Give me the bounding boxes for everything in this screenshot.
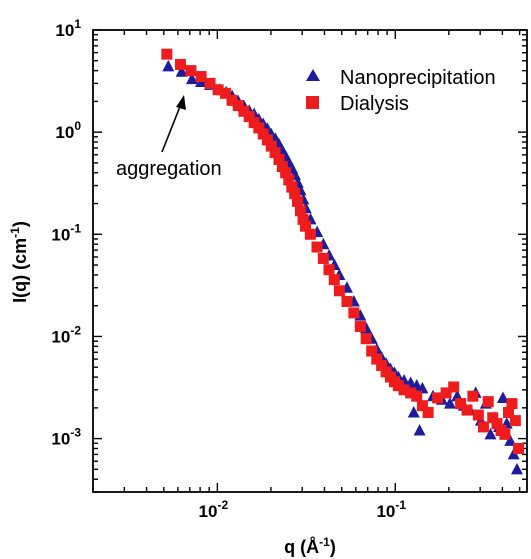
data-point-dialysis <box>243 111 255 123</box>
data-point-dialysis <box>392 380 404 392</box>
data-point-dialysis <box>195 71 207 83</box>
data-point-dialysis <box>269 147 281 159</box>
data-point-dialysis <box>204 77 216 89</box>
annotation-arrowhead <box>176 95 186 110</box>
data-point-nanoprecipitation <box>413 424 426 436</box>
y-tick-label: 10-2 <box>51 323 81 346</box>
data-point-dialysis <box>482 396 494 408</box>
data-point-dialysis <box>283 174 295 186</box>
x-axis-label: q (Å-1) <box>284 535 336 557</box>
data-point-dialysis <box>297 213 309 225</box>
legend-label-nanoprecipitation: Nanoprecipitation <box>340 67 496 89</box>
data-point-nanoprecipitation <box>496 391 509 403</box>
data-point-dialysis <box>348 307 360 319</box>
data-point-dialysis <box>328 274 340 286</box>
data-point-dialysis <box>304 228 316 240</box>
data-point-dialysis <box>311 241 323 253</box>
data-point-dialysis <box>226 94 238 106</box>
data-point-dialysis <box>317 252 329 264</box>
legend: Nanoprecipitation Dialysis <box>306 67 496 115</box>
data-point-dialysis <box>376 359 388 371</box>
data-point-nanoprecipitation <box>175 65 188 77</box>
data-point-nanoprecipitation <box>407 406 420 418</box>
axis-tick-labels: 10-2 10-1 101 100 10-1 10-2 10-3 <box>51 17 406 521</box>
data-point-dialysis <box>323 264 335 276</box>
legend-label-dialysis: Dialysis <box>340 93 409 115</box>
legend-marker-nanoprecipitation <box>306 69 320 81</box>
annotation: aggregation <box>116 95 222 180</box>
data-point-dialysis <box>219 87 231 99</box>
data-point-dialysis <box>294 205 306 217</box>
axis-ticks <box>92 29 527 493</box>
data-point-dialysis <box>440 387 452 399</box>
y-tick-label: 10-1 <box>51 221 81 244</box>
x-tick-label: 10-2 <box>199 498 229 521</box>
data-point-dialysis <box>411 390 423 402</box>
y-tick-label: 10-3 <box>51 426 81 449</box>
data-point-nanoprecipitation <box>510 462 523 475</box>
data-point-dialysis <box>360 333 372 345</box>
data-point-dialysis <box>461 404 473 416</box>
data-point-dialysis <box>398 384 410 396</box>
data-point-dialysis <box>506 398 518 410</box>
data-point-nanoprecipitation <box>443 397 456 409</box>
data-point-dialysis <box>174 58 186 70</box>
data-point-dialysis <box>261 134 273 146</box>
data-point-dialysis <box>354 321 366 333</box>
legend-marker-dialysis <box>306 96 319 109</box>
data-point-dialysis <box>467 390 479 402</box>
data-point-dialysis <box>289 188 301 200</box>
data-point-dialysis <box>291 195 303 207</box>
x-tick-label: 10-1 <box>376 498 406 521</box>
data-points <box>161 48 525 475</box>
data-point-dialysis <box>366 345 378 357</box>
data-point-dialysis <box>499 428 511 440</box>
data-point-dialysis <box>273 153 285 165</box>
data-point-dialysis <box>513 442 525 454</box>
data-point-dialysis <box>286 181 298 193</box>
data-point-dialysis <box>371 353 383 365</box>
y-tick-label: 101 <box>55 17 81 40</box>
data-point-dialysis <box>161 48 173 60</box>
data-point-dialysis <box>477 421 489 433</box>
data-point-dialysis <box>265 140 277 152</box>
data-point-nanoprecipitation <box>416 381 429 394</box>
data-point-dialysis <box>253 122 265 134</box>
plot-frame <box>92 29 528 493</box>
data-point-dialysis <box>472 409 484 421</box>
data-point-dialysis <box>491 418 503 430</box>
data-point-dialysis <box>300 220 312 232</box>
data-point-nanoprecipitation <box>484 427 497 440</box>
data-point-dialysis <box>509 415 521 427</box>
data-point-dialysis <box>276 161 288 173</box>
data-point-dialysis <box>280 167 292 179</box>
data-point-dialysis <box>448 381 460 393</box>
y-tick-label: 100 <box>55 119 81 142</box>
data-point-dialysis <box>416 400 428 412</box>
data-point-dialysis <box>503 407 515 419</box>
annotation-text: aggregation <box>116 158 222 180</box>
data-point-dialysis <box>232 100 244 112</box>
data-point-dialysis <box>185 65 197 77</box>
data-point-dialysis <box>487 412 499 424</box>
data-point-dialysis <box>333 285 345 297</box>
data-point-nanoprecipitation <box>162 59 175 72</box>
data-point-dialysis <box>341 295 353 307</box>
data-point-dialysis <box>405 387 417 399</box>
y-axis-label: I(q) (cm-1) <box>8 221 30 303</box>
data-point-dialysis <box>257 128 269 140</box>
data-point-dialysis <box>212 84 224 96</box>
data-point-nanoprecipitation <box>185 72 198 85</box>
data-point-dialysis <box>455 398 467 410</box>
annotation-arrow <box>161 103 182 153</box>
data-point-dialysis <box>432 392 444 404</box>
data-point-dialysis <box>422 407 434 419</box>
